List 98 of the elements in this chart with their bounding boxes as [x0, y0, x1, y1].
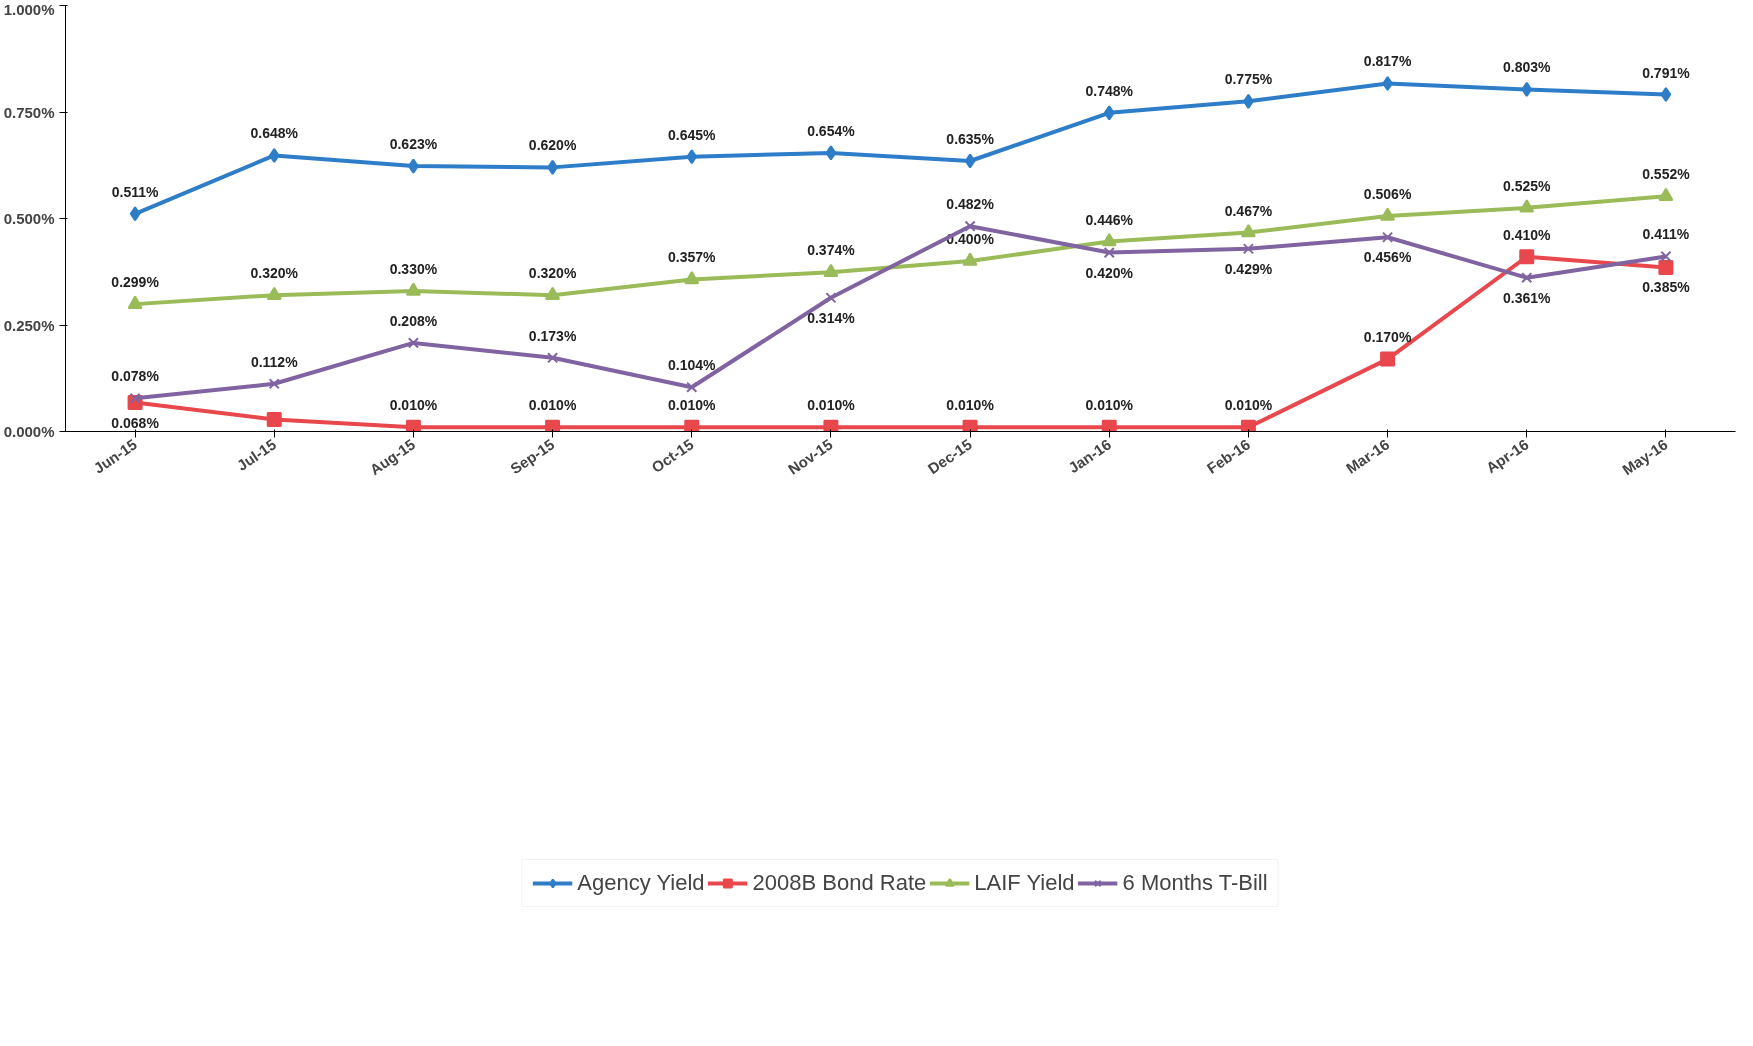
data-label: 0.068%	[111, 414, 160, 431]
point	[266, 286, 282, 300]
point	[1660, 87, 1672, 103]
point	[684, 419, 700, 432]
point	[964, 153, 976, 169]
legend-label: Agency Yield	[577, 869, 705, 896]
data-label: 0.620%	[528, 137, 577, 154]
data-label: 0.511%	[111, 183, 159, 200]
data-label: 0.623%	[389, 136, 438, 153]
data-label: 0.817%	[1363, 53, 1412, 70]
data-label: 0.010%	[668, 397, 717, 414]
data-label: 0.654%	[807, 122, 856, 139]
point	[546, 352, 559, 364]
data-label: 0.385%	[1642, 279, 1691, 296]
point	[686, 381, 698, 393]
data-label: 0.010%	[1224, 397, 1273, 414]
point	[825, 145, 837, 161]
point	[1380, 351, 1396, 367]
data-label: 0.410%	[1503, 226, 1552, 243]
point	[962, 252, 978, 266]
data-label: 0.467%	[1224, 202, 1273, 219]
data-label: 0.803%	[1503, 59, 1552, 76]
point	[823, 419, 839, 432]
point	[129, 206, 141, 222]
point	[1240, 224, 1256, 238]
data-label: 0.010%	[807, 397, 856, 414]
point	[268, 378, 280, 390]
data-label: 0.361%	[1503, 289, 1552, 306]
data-label: 0.010%	[389, 397, 438, 414]
data-label: 0.314%	[807, 309, 856, 326]
data-label: 0.456%	[1363, 249, 1412, 266]
data-label: 0.775%	[1224, 71, 1273, 88]
data-label: 0.078%	[111, 368, 160, 385]
point	[1658, 187, 1674, 202]
y-tick-label: 0.750%	[3, 103, 55, 121]
data-label: 0.429%	[1224, 260, 1273, 277]
point	[407, 337, 420, 349]
point	[545, 286, 561, 300]
data-label: 0.330%	[389, 260, 438, 277]
data-label: 0.411%	[1642, 226, 1690, 243]
data-label: 0.208%	[389, 312, 438, 329]
data-label: 0.506%	[1363, 185, 1412, 202]
point	[1381, 231, 1394, 243]
data-label: 0.010%	[528, 397, 577, 414]
y-tick-label: 1.000%	[3, 0, 55, 18]
legend-label: 6 Months T-Bill	[1122, 869, 1268, 896]
data-label: 0.552%	[1642, 166, 1691, 183]
data-label: 0.170%	[1363, 329, 1412, 346]
point	[1101, 419, 1117, 432]
point	[1521, 81, 1533, 97]
point	[1660, 250, 1672, 263]
point	[825, 292, 837, 304]
point	[405, 419, 421, 432]
data-label: 0.357%	[668, 249, 717, 266]
point	[1242, 243, 1255, 255]
data-label: 0.446%	[1085, 211, 1134, 228]
point	[684, 270, 700, 285]
point	[405, 282, 421, 296]
data-label: 0.010%	[946, 397, 995, 414]
point	[266, 412, 282, 428]
point	[962, 419, 978, 432]
point	[129, 392, 141, 404]
point	[1519, 249, 1535, 265]
point	[1103, 246, 1115, 259]
data-label: 0.791%	[1642, 64, 1691, 81]
data-label: 0.525%	[1503, 177, 1552, 194]
data-label: 0.482%	[946, 196, 995, 213]
data-label: 0.320%	[250, 265, 299, 282]
point	[268, 147, 280, 163]
data-label: 0.645%	[668, 126, 717, 143]
data-label: 0.104%	[668, 357, 717, 374]
data-label: 0.173%	[528, 327, 577, 344]
point	[686, 149, 698, 165]
legend-label: 2008B Bond Rate	[752, 869, 927, 896]
point	[1240, 419, 1256, 432]
data-label: 0.748%	[1085, 82, 1134, 99]
data-label: 0.112%	[250, 353, 299, 370]
point	[1658, 259, 1674, 275]
data-label: 0.648%	[250, 125, 299, 142]
data-label: 0.635%	[946, 130, 995, 147]
y-tick-label: 0.250%	[3, 316, 55, 334]
point	[1103, 105, 1115, 121]
y-tick-label: 0.500%	[3, 210, 55, 227]
data-label: 0.374%	[807, 242, 856, 259]
data-label: 0.420%	[1085, 264, 1134, 281]
data-label: 0.320%	[528, 265, 577, 282]
data-label: 0.010%	[1085, 397, 1134, 414]
point	[545, 419, 561, 432]
data-label: 0.299%	[111, 274, 160, 291]
point	[964, 220, 976, 232]
y-tick-label: 0.000%	[3, 423, 55, 440]
point	[1101, 233, 1117, 247]
point	[1519, 199, 1535, 213]
legend-label: LAIF Yield	[974, 869, 1075, 896]
point	[1521, 272, 1533, 284]
point	[127, 295, 143, 309]
point	[1380, 207, 1396, 221]
point	[823, 263, 839, 277]
